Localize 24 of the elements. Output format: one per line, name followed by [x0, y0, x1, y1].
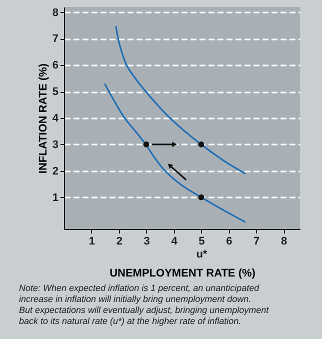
x-tick-label: 7 [254, 236, 260, 248]
y-tick-label: 7 [52, 33, 58, 46]
point [198, 141, 204, 148]
y-tick-label: 8 [52, 6, 58, 19]
y-axis-title: INFLATION RATE (%) [37, 63, 50, 174]
line-series [115, 25, 246, 175]
x-tick-label: 5 u* [196, 236, 208, 260]
x-tick-label: 1 [88, 236, 96, 248]
point [198, 194, 204, 200]
x-tick-label: 3 [144, 236, 150, 248]
y-tick-label: 2 [52, 165, 58, 178]
x-tick-label: 4 [171, 236, 178, 248]
y-tick-label: 1 [52, 192, 58, 204]
y-tick-label: 5 [52, 86, 58, 98]
y-tick-label: 6 [52, 60, 58, 72]
x-tick-label: 6 [226, 236, 232, 248]
x-tick-label: 2 [116, 236, 122, 248]
point [143, 141, 150, 148]
x-tick-label: 8 [280, 236, 288, 248]
y-tick-label: 3 [52, 138, 58, 151]
text: Note: When expected inflation is 1 percent, an unanticipated increase in inflation will initially bring unemployment down. But expectations will eventually adjust, bringing unemployment back to its natural rate (u*) at the higher rate of inflation. [19, 283, 270, 326]
line-series [104, 82, 246, 223]
x-axis-title: UNEMPLOYMENT RATE (%) [110, 268, 256, 280]
y-tick-label: 4 [52, 112, 60, 124]
